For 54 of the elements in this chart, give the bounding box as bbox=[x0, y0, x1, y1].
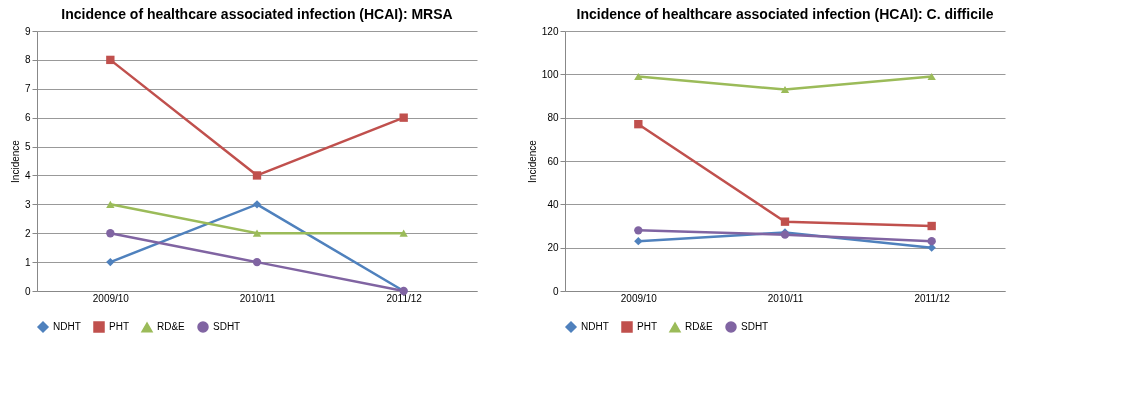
y-tick-label: 6 bbox=[24, 112, 31, 124]
point bbox=[927, 72, 936, 81]
y-tick-label: 0 bbox=[552, 285, 559, 297]
point bbox=[634, 236, 643, 246]
point bbox=[634, 119, 643, 129]
point bbox=[252, 257, 262, 267]
point bbox=[399, 229, 408, 237]
y-axis-title: Incidence bbox=[526, 139, 538, 183]
point bbox=[927, 236, 936, 246]
point bbox=[106, 257, 115, 267]
x-tick-label: 2009/10 bbox=[620, 292, 658, 304]
y-tick-label: 3 bbox=[24, 198, 31, 210]
point bbox=[106, 55, 115, 65]
point bbox=[252, 229, 262, 237]
y-axis-title: Incidence bbox=[9, 139, 21, 183]
point bbox=[927, 221, 936, 231]
y-tick-label: 1 bbox=[24, 256, 31, 268]
y-tick-label: 40 bbox=[547, 198, 559, 210]
legend-label: NDHT bbox=[53, 321, 81, 332]
chart-title: Incidence of healthcare associated infection (HCAI): MRSA bbox=[61, 6, 453, 22]
x-tick-label: 2009/10 bbox=[92, 292, 130, 304]
legend-label: PHT bbox=[637, 321, 657, 332]
y-tick-label: 9 bbox=[24, 25, 31, 37]
x-tick-label: 2011/12 bbox=[386, 292, 423, 304]
y-tick-label: 4 bbox=[24, 169, 31, 181]
legend-label: RD&E bbox=[685, 321, 714, 333]
legend-label: NDHT bbox=[581, 321, 609, 332]
legend-label: SDHT bbox=[213, 321, 241, 332]
y-tick-label: 60 bbox=[547, 155, 559, 167]
y-tick-label: 120 bbox=[541, 25, 559, 37]
point bbox=[780, 85, 790, 94]
point bbox=[399, 113, 408, 122]
y-tick-label: 20 bbox=[547, 242, 559, 254]
point bbox=[106, 229, 115, 238]
legend-label: SDHT bbox=[741, 321, 769, 332]
x-tick-label: 2011/12 bbox=[914, 292, 951, 304]
y-tick-label: 100 bbox=[541, 68, 559, 80]
x-tick-label: 2010/11 bbox=[767, 292, 804, 304]
y-tick-label: 5 bbox=[24, 141, 31, 153]
legend-label: PHT bbox=[109, 321, 129, 332]
point bbox=[252, 171, 262, 180]
y-tick-label: 2 bbox=[24, 227, 31, 239]
x-tick-label: 2010/11 bbox=[239, 292, 276, 304]
legend-label: RD&E bbox=[157, 321, 186, 333]
y-tick-label: 7 bbox=[24, 83, 31, 95]
y-tick-label: 8 bbox=[24, 54, 31, 66]
point bbox=[634, 226, 643, 235]
point bbox=[252, 200, 262, 209]
chart-title: Incidence of healthcare associated infection (HCAI): C. difficile bbox=[576, 6, 994, 22]
y-tick-label: 0 bbox=[24, 285, 31, 297]
point bbox=[634, 72, 643, 81]
point bbox=[780, 217, 790, 226]
y-tick-label: 80 bbox=[547, 112, 559, 124]
point bbox=[106, 200, 115, 208]
